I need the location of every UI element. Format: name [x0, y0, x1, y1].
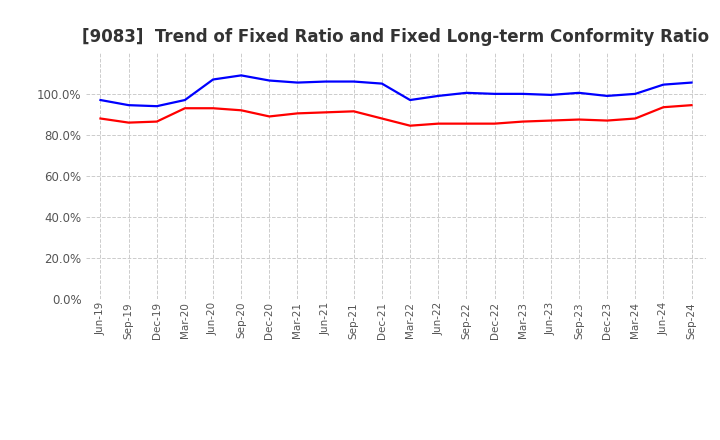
Fixed Long-term Conformity Ratio: [518, 119, 527, 124]
Fixed Long-term Conformity Ratio: [209, 106, 217, 111]
Line: Fixed Long-term Conformity Ratio: Fixed Long-term Conformity Ratio: [101, 105, 691, 126]
Title: [9083]  Trend of Fixed Ratio and Fixed Long-term Conformity Ratio: [9083] Trend of Fixed Ratio and Fixed Lo…: [82, 28, 710, 46]
Fixed Long-term Conformity Ratio: [406, 123, 415, 128]
Fixed Long-term Conformity Ratio: [181, 106, 189, 111]
Fixed Ratio: [434, 93, 443, 99]
Fixed Long-term Conformity Ratio: [434, 121, 443, 126]
Fixed Long-term Conformity Ratio: [377, 116, 386, 121]
Fixed Ratio: [153, 103, 161, 109]
Fixed Ratio: [603, 93, 611, 99]
Fixed Long-term Conformity Ratio: [462, 121, 471, 126]
Fixed Ratio: [377, 81, 386, 86]
Fixed Ratio: [209, 77, 217, 82]
Fixed Long-term Conformity Ratio: [687, 103, 696, 108]
Fixed Ratio: [687, 80, 696, 85]
Fixed Ratio: [293, 80, 302, 85]
Fixed Long-term Conformity Ratio: [96, 116, 105, 121]
Fixed Ratio: [462, 90, 471, 95]
Fixed Ratio: [631, 91, 639, 96]
Fixed Long-term Conformity Ratio: [293, 111, 302, 116]
Fixed Ratio: [659, 82, 667, 87]
Fixed Ratio: [349, 79, 358, 84]
Fixed Long-term Conformity Ratio: [490, 121, 499, 126]
Fixed Long-term Conformity Ratio: [237, 108, 246, 113]
Fixed Ratio: [265, 78, 274, 83]
Fixed Ratio: [125, 103, 133, 108]
Fixed Ratio: [406, 97, 415, 103]
Fixed Ratio: [546, 92, 555, 98]
Fixed Long-term Conformity Ratio: [631, 116, 639, 121]
Fixed Ratio: [321, 79, 330, 84]
Fixed Long-term Conformity Ratio: [125, 120, 133, 125]
Fixed Long-term Conformity Ratio: [575, 117, 583, 122]
Fixed Ratio: [96, 97, 105, 103]
Line: Fixed Ratio: Fixed Ratio: [101, 75, 691, 106]
Fixed Long-term Conformity Ratio: [349, 109, 358, 114]
Fixed Long-term Conformity Ratio: [546, 118, 555, 123]
Fixed Ratio: [518, 91, 527, 96]
Fixed Long-term Conformity Ratio: [265, 114, 274, 119]
Fixed Long-term Conformity Ratio: [153, 119, 161, 124]
Fixed Long-term Conformity Ratio: [603, 118, 611, 123]
Fixed Ratio: [181, 97, 189, 103]
Fixed Long-term Conformity Ratio: [659, 105, 667, 110]
Fixed Ratio: [237, 73, 246, 78]
Fixed Ratio: [575, 90, 583, 95]
Fixed Long-term Conformity Ratio: [321, 110, 330, 115]
Fixed Ratio: [490, 91, 499, 96]
